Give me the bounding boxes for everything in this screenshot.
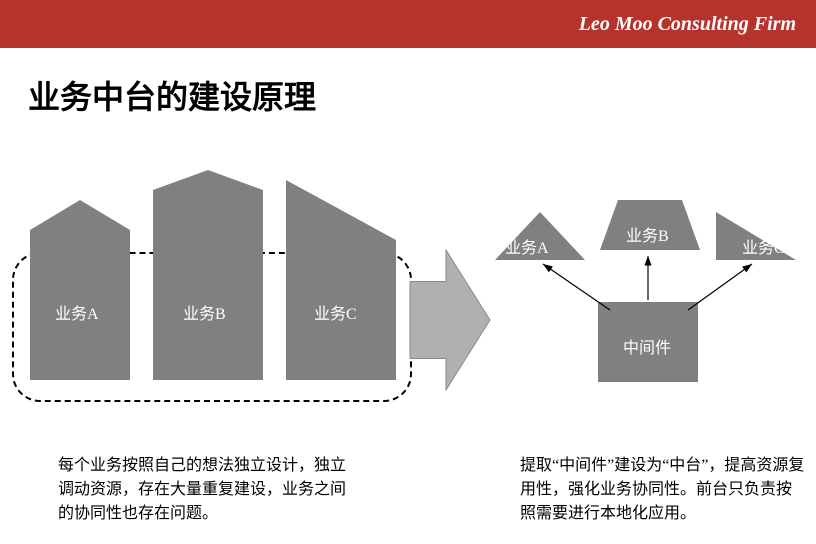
right-description: 提取“中间件”建设为“中台”，提高资源复用性，强化业务协同性。前台只负责按照需要…: [520, 454, 805, 526]
right-shape-label-2: 业务C: [742, 234, 785, 258]
right-shape-label-0: 业务A: [505, 234, 549, 258]
right-shape-label-1: 业务B: [626, 222, 669, 246]
middleware-label: 中间件: [623, 334, 671, 358]
left-description: 每个业务按照自己的想法独立设计，独立调动资源，存在大量重复建设，业务之间的协同性…: [58, 454, 348, 526]
left-shape-label-2: 业务C: [314, 300, 357, 324]
left-shape-label-0: 业务A: [55, 300, 99, 324]
left-shape-label-1: 业务B: [183, 300, 226, 324]
